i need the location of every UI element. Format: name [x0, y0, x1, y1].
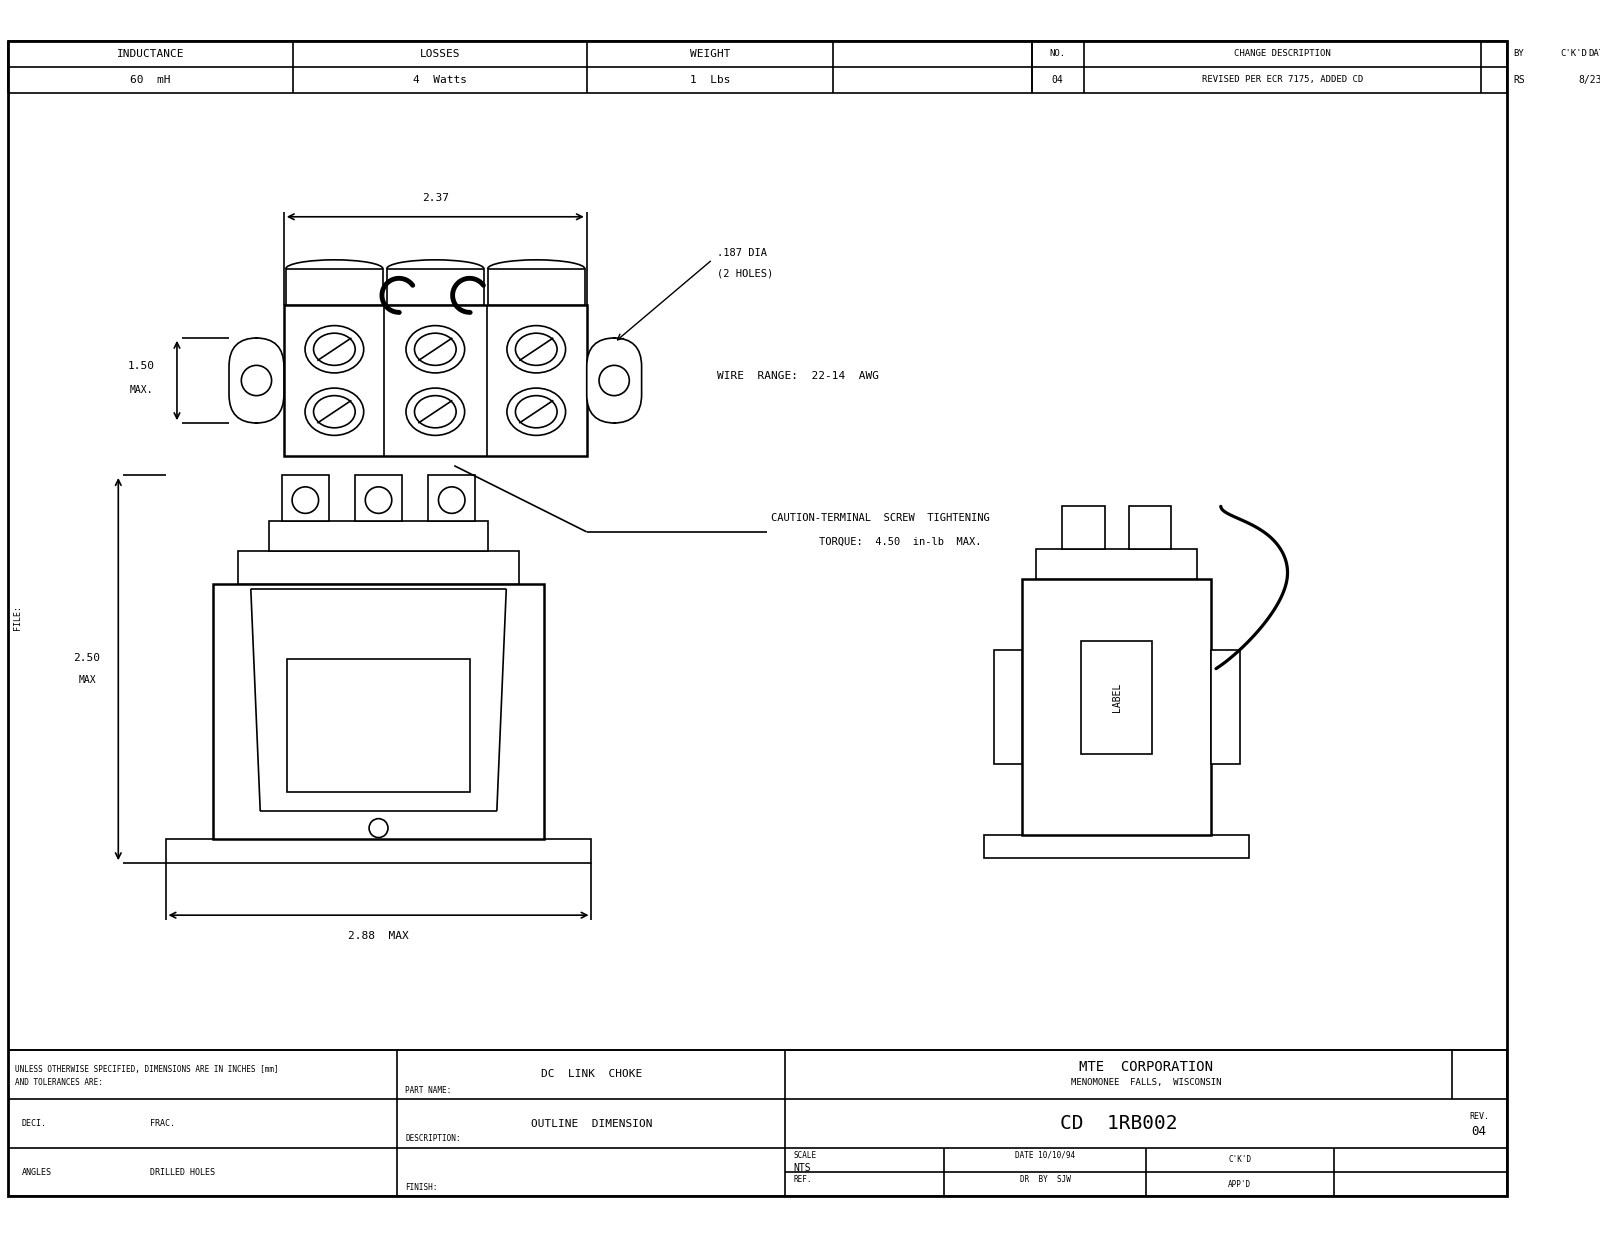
Text: (2 HOLES): (2 HOLES) [717, 268, 773, 278]
Bar [283, 304, 587, 456]
Text: 04: 04 [1051, 74, 1064, 85]
Text: MTE  CORPORATION: MTE CORPORATION [1078, 1060, 1213, 1074]
Text: FINISH:: FINISH: [405, 1183, 437, 1191]
Bar [288, 659, 470, 793]
Ellipse shape [507, 388, 565, 435]
Text: 1.50: 1.50 [128, 361, 155, 371]
Bar [1128, 506, 1171, 549]
Text: ANGLES: ANGLES [22, 1168, 51, 1176]
Text: LABEL: LABEL [1112, 683, 1122, 713]
Bar [282, 475, 330, 521]
Bar [286, 268, 382, 304]
Text: CHANGE DESCRIPTION: CHANGE DESCRIPTION [1234, 49, 1331, 58]
Text: CAUTION-TERMINAL  SCREW  TIGHTENING: CAUTION-TERMINAL SCREW TIGHTENING [771, 512, 990, 523]
Text: WEIGHT: WEIGHT [690, 48, 730, 59]
Text: .187 DIA: .187 DIA [717, 247, 768, 257]
Text: LOSSES: LOSSES [419, 48, 461, 59]
Text: NO.: NO. [1050, 49, 1066, 58]
Bar [166, 840, 592, 863]
Text: MAX: MAX [78, 675, 96, 685]
Bar [269, 521, 488, 550]
Bar [994, 651, 1022, 763]
Bar [238, 550, 520, 584]
Text: SCALE: SCALE [794, 1150, 816, 1160]
Text: INDUCTANCE: INDUCTANCE [117, 48, 184, 59]
Bar [488, 268, 586, 304]
Bar [1211, 651, 1240, 763]
Text: C'K'D: C'K'D [1560, 49, 1587, 58]
Bar [387, 268, 483, 304]
Text: AND TOLERANCES ARE:: AND TOLERANCES ARE: [14, 1077, 102, 1086]
Text: C'K'D: C'K'D [1229, 1155, 1251, 1164]
Text: TORQUE:  4.50  in-lb  MAX.: TORQUE: 4.50 in-lb MAX. [819, 537, 981, 547]
Text: PART NAME:: PART NAME: [405, 1086, 451, 1095]
FancyBboxPatch shape [587, 338, 642, 423]
Text: DATE 10/10/94: DATE 10/10/94 [1014, 1150, 1075, 1160]
Ellipse shape [406, 388, 464, 435]
Text: BY: BY [1514, 49, 1525, 58]
Text: UNLESS OTHERWISE SPECIFIED, DIMENSIONS ARE IN INCHES [mm]: UNLESS OTHERWISE SPECIFIED, DIMENSIONS A… [14, 1065, 278, 1074]
Text: FILE:: FILE: [13, 605, 21, 630]
Bar [1037, 549, 1197, 579]
Ellipse shape [306, 388, 363, 435]
Bar [1022, 579, 1211, 835]
Text: 60  mH: 60 mH [130, 74, 171, 85]
Ellipse shape [306, 325, 363, 372]
Bar [429, 475, 475, 521]
Text: DATE: DATE [1589, 49, 1600, 58]
Text: 2.37: 2.37 [422, 193, 450, 203]
Text: NTS: NTS [794, 1163, 811, 1173]
Bar [1082, 641, 1152, 755]
Ellipse shape [406, 325, 464, 372]
FancyBboxPatch shape [229, 338, 283, 423]
Text: DRILLED HOLES: DRILLED HOLES [149, 1168, 214, 1176]
Text: REF.: REF. [794, 1175, 811, 1184]
Text: DC  LINK  CHOKE: DC LINK CHOKE [541, 1070, 642, 1080]
Text: REVISED PER ECR 7175, ADDED CD: REVISED PER ECR 7175, ADDED CD [1202, 75, 1363, 84]
Text: WIRE  RANGE:  22-14  AWG: WIRE RANGE: 22-14 AWG [717, 371, 880, 381]
Text: FRAC.: FRAC. [149, 1119, 174, 1128]
Bar [1062, 506, 1106, 549]
Text: 8/23/10: 8/23/10 [1579, 74, 1600, 85]
Text: 2.88  MAX: 2.88 MAX [349, 931, 410, 941]
Bar [984, 835, 1250, 858]
Text: 1  Lbs: 1 Lbs [690, 74, 730, 85]
Text: DECI.: DECI. [22, 1119, 46, 1128]
Text: REV.: REV. [1469, 1112, 1490, 1121]
Text: RS: RS [1514, 74, 1525, 85]
Text: MAX.: MAX. [130, 385, 152, 395]
Text: CD  1RB002: CD 1RB002 [1059, 1115, 1178, 1133]
Text: 04: 04 [1472, 1124, 1486, 1138]
Text: OUTLINE  DIMENSION: OUTLINE DIMENSION [531, 1118, 653, 1128]
Text: DR  BY  SJW: DR BY SJW [1019, 1175, 1070, 1184]
Ellipse shape [507, 325, 565, 372]
Text: 2.50: 2.50 [74, 653, 101, 663]
Text: APP'D: APP'D [1229, 1180, 1251, 1189]
Text: 4  Watts: 4 Watts [413, 74, 467, 85]
Bar [213, 584, 544, 840]
Bar [355, 475, 402, 521]
Text: MENOMONEE  FALLS,  WISCONSIN: MENOMONEE FALLS, WISCONSIN [1070, 1077, 1221, 1086]
Text: DESCRIPTION:: DESCRIPTION: [405, 1134, 461, 1143]
